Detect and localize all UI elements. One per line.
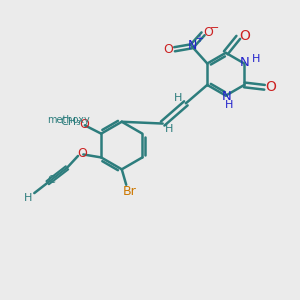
Text: O: O <box>266 80 277 94</box>
Text: +: + <box>196 34 203 44</box>
Text: N: N <box>188 39 197 52</box>
Text: H: H <box>174 93 183 103</box>
Text: O: O <box>163 43 173 56</box>
Text: N: N <box>221 90 231 103</box>
Text: CH₃: CH₃ <box>60 117 81 127</box>
Text: H: H <box>225 100 233 110</box>
Text: H: H <box>165 124 173 134</box>
Text: O: O <box>79 118 89 131</box>
Text: H: H <box>24 193 32 202</box>
Text: C: C <box>47 175 55 185</box>
Text: H: H <box>251 54 260 64</box>
Text: −: − <box>210 23 220 33</box>
Text: Br: Br <box>123 185 137 198</box>
Text: methoxy: methoxy <box>47 115 90 125</box>
Text: N: N <box>240 56 250 69</box>
Text: O: O <box>77 147 87 161</box>
Text: O: O <box>203 26 213 38</box>
Text: O: O <box>239 29 250 43</box>
